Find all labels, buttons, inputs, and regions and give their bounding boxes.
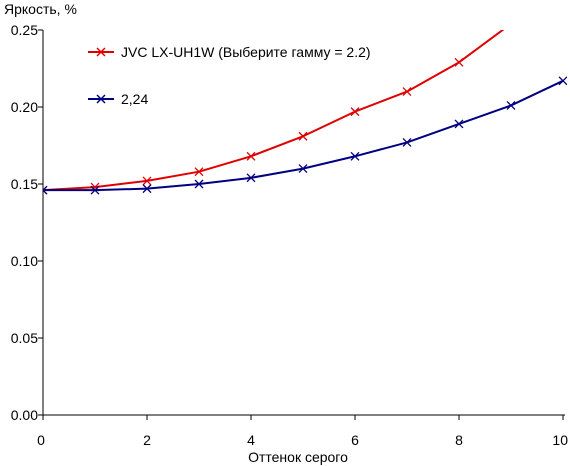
y-tick-label: 0.05 (11, 330, 38, 346)
data-point (454, 57, 464, 67)
data-point (43, 185, 48, 195)
y-tick-label: 0.00 (11, 407, 38, 423)
y-tick-label: 0.10 (11, 253, 38, 269)
legend: JVC LX-UH1W (Выберите гамму = 2.2) 2,24 (88, 44, 371, 107)
data-point (506, 101, 516, 110)
series-1 (43, 76, 567, 195)
series-group (43, 20, 567, 195)
x-tick-labels: 0 2 4 6 8 10 (37, 415, 568, 448)
legend-label-224: 2,24 (121, 91, 148, 107)
legend-marker-jvc (96, 47, 106, 57)
y-tick-label: 0.15 (11, 176, 38, 192)
data-point (298, 164, 308, 174)
data-point (142, 184, 152, 194)
data-point (402, 137, 412, 147)
x-tick-label: 0 (37, 432, 45, 448)
legend-label-jvc: JVC LX-UH1W (Выберите гамму = 2.2) (121, 44, 371, 60)
legend-marker-224 (96, 94, 106, 104)
y-tick-labels: 0.00 0.05 0.10 0.15 0.20 0.25 (11, 22, 43, 423)
data-point (90, 185, 100, 195)
legend-item-224: 2,24 (88, 91, 148, 107)
data-point (507, 20, 515, 28)
data-point (454, 119, 464, 129)
x-tick-label: 2 (143, 432, 151, 448)
y-axis-label: Яркость, % (4, 1, 77, 17)
x-tick-label: 6 (351, 432, 359, 448)
x-tick-label: 4 (247, 432, 255, 448)
series-line-0 (43, 30, 505, 192)
y-tick-label: 0.20 (11, 99, 38, 115)
data-point (402, 87, 412, 97)
data-point (246, 173, 256, 183)
data-point (194, 179, 204, 189)
x-tick-label: 8 (455, 432, 463, 448)
data-point (298, 131, 308, 141)
data-point (558, 76, 567, 86)
y-tick-label: 0.25 (11, 22, 38, 38)
legend-item-jvc: JVC LX-UH1W (Выберите гамму = 2.2) (88, 44, 371, 60)
data-point (350, 151, 360, 161)
data-point (194, 167, 204, 177)
x-axis-label: Оттенок серого (248, 449, 348, 465)
data-point (142, 176, 152, 186)
x-tick-label: 10 (552, 432, 568, 448)
data-point (350, 107, 360, 117)
data-point (246, 151, 256, 161)
